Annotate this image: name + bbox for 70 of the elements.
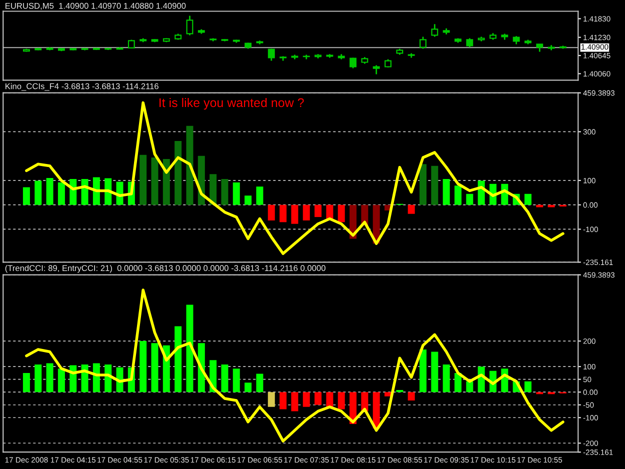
bar — [256, 186, 264, 205]
bar — [140, 154, 147, 205]
candlestick — [372, 64, 380, 75]
bar — [34, 180, 42, 205]
bar — [338, 392, 345, 410]
bar — [326, 392, 334, 407]
bar — [291, 204, 298, 224]
bar — [46, 178, 54, 205]
bar — [46, 363, 54, 392]
bar — [268, 392, 275, 407]
chart-title: Kino_CCIs_F4 -3.6813 -3.6813 -114.2116 — [6, 83, 158, 91]
bar — [536, 204, 544, 208]
bar — [232, 368, 240, 392]
bar — [244, 196, 252, 205]
candlestick — [420, 36, 426, 50]
candlestick — [268, 48, 275, 62]
candlestick — [431, 23, 438, 38]
bar — [186, 304, 194, 392]
bar — [442, 364, 450, 392]
bar — [291, 392, 298, 412]
bar — [314, 392, 322, 405]
bar — [466, 381, 474, 392]
bar — [92, 177, 100, 205]
chart-title: (TrendCCI: 89, EntryCCI: 21) 0.0000 -3.6813 0.0000 0.0000 -3.6813 -114.2116 0.0000 — [5, 264, 326, 273]
bar — [186, 126, 194, 205]
bar — [302, 392, 310, 407]
bar — [256, 374, 264, 392]
bar — [431, 352, 438, 392]
candlestick — [350, 57, 356, 69]
bar — [454, 372, 462, 392]
bar — [151, 343, 158, 392]
bar — [244, 382, 252, 392]
bar — [22, 187, 30, 205]
bar — [431, 166, 438, 205]
bar — [302, 204, 310, 220]
bar — [221, 364, 228, 392]
bar — [408, 204, 415, 214]
bar — [338, 204, 345, 222]
bar — [314, 204, 322, 218]
bar — [221, 179, 228, 205]
bar — [524, 194, 532, 205]
bar — [232, 182, 240, 205]
candlestick — [466, 38, 474, 48]
bar — [58, 182, 65, 205]
bar — [210, 174, 217, 205]
annotation: It is like you wanted now ? — [160, 98, 304, 110]
line-series — [25, 288, 564, 442]
bar — [420, 349, 426, 392]
candlestick — [186, 15, 194, 36]
bar — [408, 392, 415, 401]
bar — [92, 363, 100, 392]
chart-title: EURUSD,M5 1.40900 1.40970 1.40880 1.40900 — [6, 2, 186, 10]
bar — [326, 204, 334, 219]
bar — [454, 186, 462, 205]
bar — [268, 204, 275, 220]
bar — [174, 140, 182, 205]
bar — [280, 204, 287, 222]
bar — [58, 368, 65, 392]
bar — [140, 341, 147, 392]
bar — [420, 164, 426, 205]
bar — [151, 158, 158, 205]
bar — [34, 364, 42, 392]
bar — [22, 372, 30, 392]
bar — [372, 392, 380, 428]
bar — [174, 326, 182, 392]
bar — [524, 381, 532, 392]
bar — [548, 204, 555, 208]
bar — [442, 179, 450, 205]
bar — [280, 392, 287, 410]
bar — [466, 194, 474, 205]
